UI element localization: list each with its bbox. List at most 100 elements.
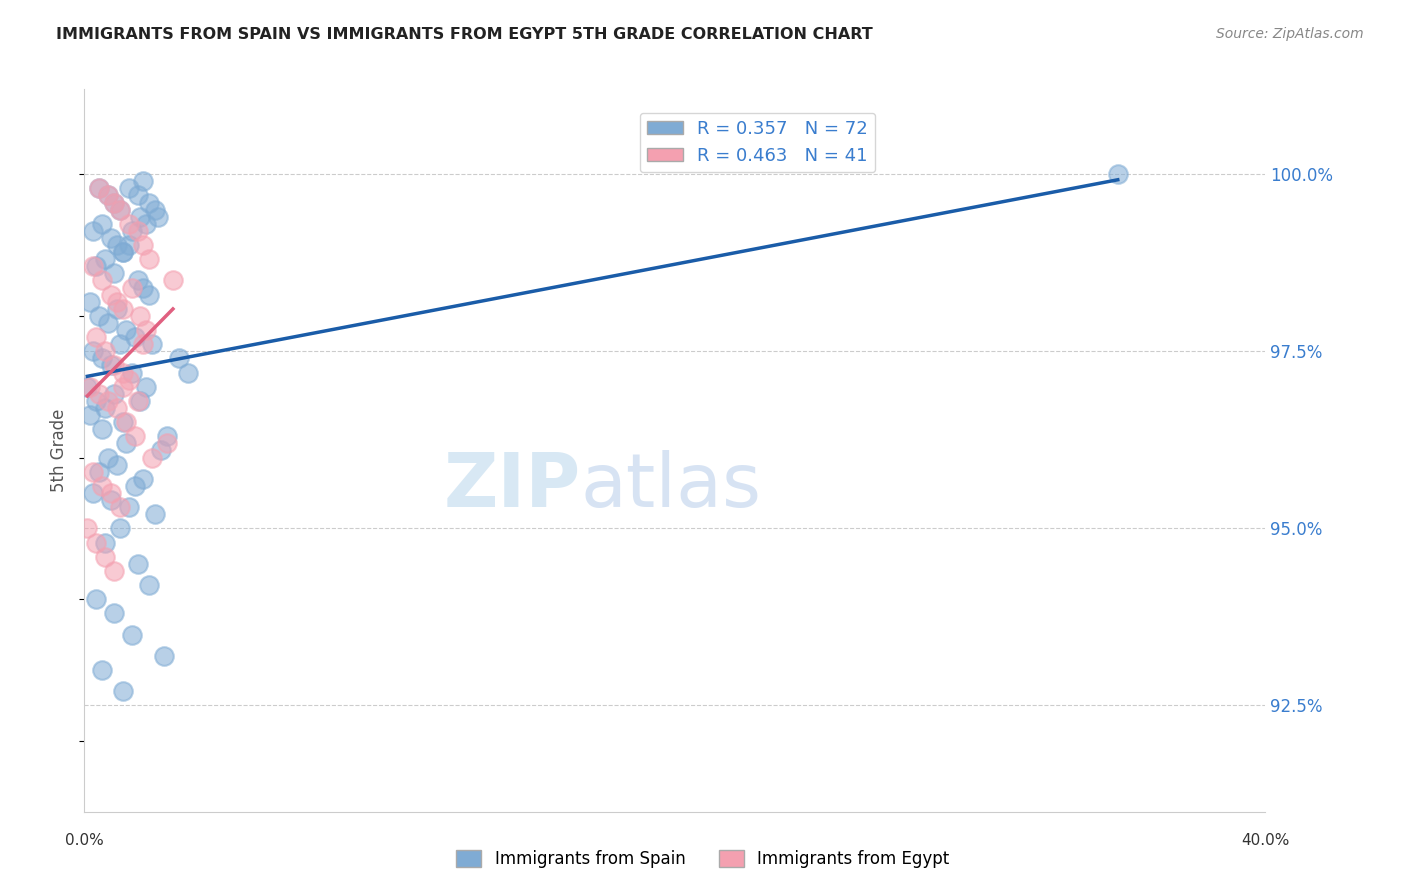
Point	[127, 188, 149, 202]
Point	[138, 195, 160, 210]
Point	[132, 238, 155, 252]
Point	[132, 337, 155, 351]
Point	[82, 344, 104, 359]
Point	[129, 393, 152, 408]
Point	[94, 535, 117, 549]
Point	[103, 564, 125, 578]
Point	[105, 458, 128, 472]
Point	[121, 366, 143, 380]
Point	[94, 401, 117, 415]
Point	[79, 294, 101, 309]
Point	[87, 181, 111, 195]
Point	[135, 323, 157, 337]
Point	[156, 429, 179, 443]
Point	[118, 373, 141, 387]
Point	[103, 195, 125, 210]
Point	[76, 380, 98, 394]
Point	[138, 252, 160, 267]
Point	[167, 351, 190, 366]
Point	[84, 330, 107, 344]
Point	[84, 393, 107, 408]
Point	[129, 210, 152, 224]
Point	[111, 245, 134, 260]
Text: 0.0%: 0.0%	[65, 833, 104, 848]
Point	[100, 231, 122, 245]
Point	[132, 174, 155, 188]
Point	[103, 386, 125, 401]
Point	[76, 521, 98, 535]
Point	[108, 202, 131, 217]
Point	[91, 422, 114, 436]
Point	[103, 266, 125, 280]
Point	[118, 181, 141, 195]
Point	[87, 386, 111, 401]
Point	[91, 663, 114, 677]
Point	[105, 294, 128, 309]
Point	[111, 301, 134, 316]
Point	[84, 535, 107, 549]
Point	[100, 287, 122, 301]
Point	[103, 607, 125, 621]
Point	[105, 401, 128, 415]
Point	[91, 479, 114, 493]
Point	[124, 330, 146, 344]
Point	[118, 238, 141, 252]
Point	[118, 500, 141, 515]
Point	[138, 578, 160, 592]
Point	[162, 273, 184, 287]
Point	[108, 202, 131, 217]
Point	[148, 210, 170, 224]
Point	[114, 436, 136, 450]
Point	[97, 316, 120, 330]
Point	[103, 195, 125, 210]
Point	[1107, 167, 1129, 181]
Point	[124, 479, 146, 493]
Point	[132, 472, 155, 486]
Point	[121, 280, 143, 294]
Point	[121, 627, 143, 641]
Point	[82, 260, 104, 274]
Point	[82, 465, 104, 479]
Point	[156, 436, 179, 450]
Point	[79, 380, 101, 394]
Point	[129, 309, 152, 323]
Point	[82, 224, 104, 238]
Point	[132, 280, 155, 294]
Point	[135, 217, 157, 231]
Point	[114, 415, 136, 429]
Point	[105, 301, 128, 316]
Point	[150, 443, 173, 458]
Point	[141, 450, 163, 465]
Legend: R = 0.357   N = 72, R = 0.463   N = 41: R = 0.357 N = 72, R = 0.463 N = 41	[640, 112, 876, 172]
Y-axis label: 5th Grade: 5th Grade	[51, 409, 69, 492]
Point	[94, 252, 117, 267]
Point	[94, 549, 117, 564]
Point	[111, 366, 134, 380]
Point	[111, 684, 134, 698]
Point	[91, 217, 114, 231]
Point	[97, 450, 120, 465]
Point	[84, 260, 107, 274]
Point	[111, 245, 134, 260]
Point	[100, 493, 122, 508]
Point	[103, 359, 125, 373]
Point	[127, 393, 149, 408]
Point	[111, 415, 134, 429]
Point	[87, 181, 111, 195]
Point	[121, 224, 143, 238]
Point	[100, 486, 122, 500]
Point	[97, 393, 120, 408]
Point	[108, 337, 131, 351]
Point	[100, 359, 122, 373]
Point	[105, 238, 128, 252]
Point	[143, 202, 166, 217]
Text: Source: ZipAtlas.com: Source: ZipAtlas.com	[1216, 27, 1364, 41]
Point	[127, 273, 149, 287]
Point	[108, 500, 131, 515]
Text: atlas: atlas	[581, 450, 762, 523]
Point	[138, 287, 160, 301]
Point	[127, 557, 149, 571]
Text: 40.0%: 40.0%	[1241, 833, 1289, 848]
Point	[84, 592, 107, 607]
Point	[91, 351, 114, 366]
